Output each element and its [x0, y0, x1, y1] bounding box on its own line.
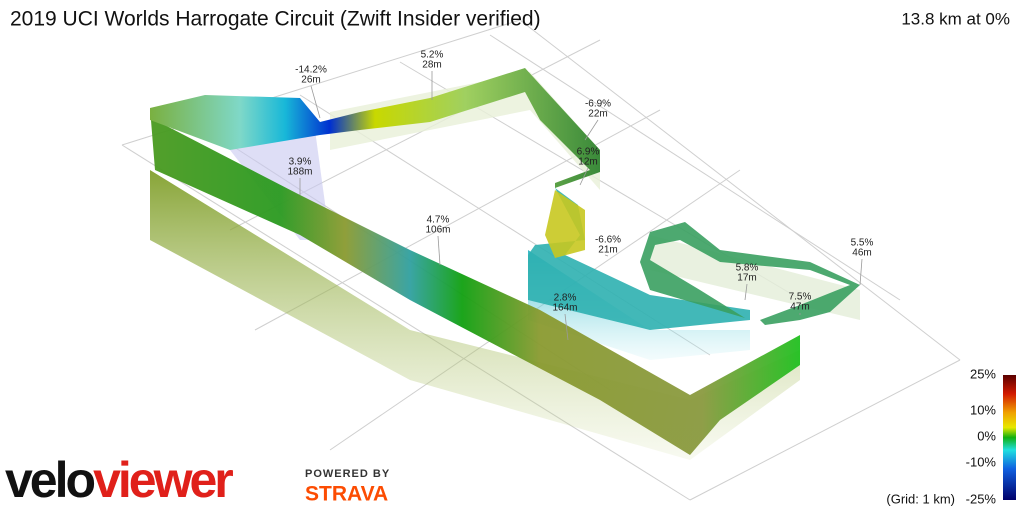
leader-line — [310, 85, 321, 119]
leader-line — [564, 313, 569, 341]
annotation-length: 26m — [301, 75, 320, 86]
annotation-grade: 3.9% — [289, 157, 312, 168]
annotation-length: 17m — [737, 273, 756, 284]
route-strip — [640, 222, 860, 325]
leader-line — [584, 119, 599, 141]
route-strip — [150, 68, 600, 188]
leader-line — [579, 167, 589, 186]
summary: 13.8 km at 0% — [901, 9, 1010, 28]
route-shadow — [650, 235, 860, 320]
grade-scale — [1003, 375, 1016, 500]
leader-line — [437, 235, 441, 266]
annotation-length: 28m — [422, 60, 441, 71]
route-strip — [545, 190, 585, 258]
leader-line — [744, 283, 748, 301]
annotation-length: 12m — [578, 157, 597, 168]
legend-label: 25% — [970, 366, 996, 381]
strava: STRAVA — [305, 483, 388, 506]
annotation-length: 164m — [552, 303, 577, 314]
leader-line — [604, 254, 609, 257]
powered-by: POWERED BY — [305, 468, 390, 480]
logo: veloviewer — [5, 452, 233, 508]
legend-label: 0% — [977, 428, 996, 443]
annotation-grade: 5.8% — [736, 263, 759, 274]
legend-label: -25% — [966, 491, 997, 506]
title: 2019 UCI Worlds Harrogate Circuit (Zwift… — [10, 8, 541, 31]
route-wall — [150, 108, 800, 455]
route-strip — [528, 188, 750, 330]
annotation-length: 106m — [425, 225, 450, 236]
annotation-length: 188m — [287, 167, 312, 178]
annotation-grade: -14.2% — [295, 65, 327, 76]
logo-part: viewer — [93, 452, 233, 508]
annotation-length: 46m — [852, 248, 871, 259]
annotation-grade: -6.9% — [585, 99, 611, 110]
route-shadow — [528, 250, 750, 360]
annotation-grade: 5.5% — [851, 238, 874, 249]
annotation-grade: 6.9% — [577, 147, 600, 158]
annotation-length: 47m — [790, 302, 809, 313]
annotation-grade: 2.8% — [554, 293, 577, 304]
legend-label: -10% — [966, 454, 997, 469]
grid-note: (Grid: 1 km) — [886, 491, 955, 506]
annotation-grade: 4.7% — [427, 215, 450, 226]
annotation-grade: 5.2% — [421, 50, 444, 61]
annotation-length: 21m — [598, 245, 617, 256]
annotation-grade: 7.5% — [789, 292, 812, 303]
annotation-grade: -6.6% — [595, 235, 621, 246]
legend-label: 10% — [970, 402, 996, 417]
annotations: -14.2%26m 5.2%28m -6.9%22m 6.9%12m 3.9%188m 4… — [287, 50, 874, 341]
logo-part: velo — [5, 452, 95, 508]
annotation-length: 22m — [588, 109, 607, 120]
leader-line — [859, 258, 863, 286]
